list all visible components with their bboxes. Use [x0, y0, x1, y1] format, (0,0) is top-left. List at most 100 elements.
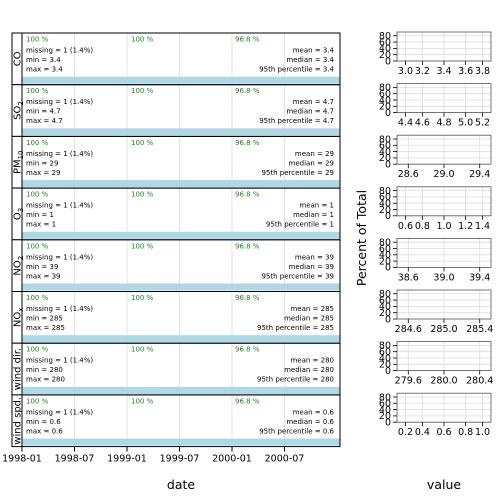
panel-label: PM10	[13, 150, 26, 174]
x-tick-label: 5.2	[475, 118, 490, 129]
year-percent-label: 96.8 %	[235, 191, 260, 199]
x-tick-label: 3.6	[458, 66, 473, 77]
summary-text: mean = 4.7	[293, 98, 334, 106]
stat-text: min = 29	[26, 159, 58, 167]
summary-text: mean = 29	[295, 150, 334, 158]
x-tick-label: 285.0	[430, 324, 457, 335]
summary-text: 95th percentile = 39	[261, 272, 334, 280]
y-tick-label: 20	[379, 411, 391, 422]
y-tick-label: 40	[379, 302, 391, 313]
summary-text: 95th percentile = 285	[257, 324, 334, 332]
summary-text: 95th percentile = 1	[266, 221, 334, 229]
stat-text: max = 39	[26, 272, 60, 280]
data-bar	[22, 335, 340, 343]
x-tick-label: 2000-07	[265, 454, 305, 465]
data-bar	[22, 386, 340, 394]
y-tick-label: 60	[379, 141, 391, 152]
x-tick-label: 4.4	[398, 118, 413, 129]
y-tick-label: 40	[379, 198, 391, 209]
stat-text: missing = 1 (1.4%)	[26, 47, 93, 55]
y-tick-label: 80	[379, 341, 391, 352]
x-tick-label: 5.0	[458, 118, 473, 129]
x-tick-label: 3.0	[398, 66, 413, 77]
x-tick-label: 3.8	[475, 66, 490, 77]
stat-text: max = 280	[26, 376, 65, 384]
panel-label: wind spd.	[13, 397, 24, 445]
y-tick-label: 40	[379, 95, 391, 106]
x-tick-label: 29.0	[433, 169, 454, 180]
year-percent-label: 100 %	[131, 36, 154, 44]
y-tick-label: 60	[379, 89, 391, 100]
summary-text: mean = 280	[290, 357, 334, 365]
summary-text: mean = 0.6	[293, 408, 335, 416]
x-tick-label: 28.6	[398, 169, 419, 180]
y-tick-label: 80	[379, 83, 391, 94]
y-tick-label: 0	[385, 366, 391, 377]
summary-text: 95th percentile = 29	[261, 169, 334, 177]
y-tick-label: 20	[379, 360, 391, 371]
year-percent-label: 96.8 %	[235, 294, 260, 302]
x-tick-label: 285.4	[466, 324, 493, 335]
summary-text: mean = 3.4	[293, 47, 335, 55]
year-percent-label: 96.8 %	[235, 242, 260, 250]
stat-text: missing = 1 (1.4%)	[26, 253, 93, 261]
x-tick-label: 29.4	[469, 169, 490, 180]
year-percent-label: 100 %	[131, 139, 154, 147]
summary-text: median = 3.4	[286, 56, 334, 64]
panel-label: NO2	[13, 256, 26, 276]
x-tick-label: 1.2	[458, 221, 473, 232]
y-tick-label: 0	[385, 314, 391, 325]
stat-text: missing = 1 (1.4%)	[26, 305, 93, 313]
y-tick-label: 60	[379, 295, 391, 306]
data-bar	[22, 180, 340, 188]
panel-label-name: NO	[13, 260, 24, 275]
panel-label-name: PM	[13, 159, 24, 174]
year-percent-label: 100 %	[131, 242, 154, 250]
year-percent-label: 96.8 %	[235, 397, 260, 405]
x-tick-label: 1.0	[436, 221, 451, 232]
summary-text: 95th percentile = 4.7	[259, 117, 334, 125]
x-tick-label: 38.6	[398, 272, 419, 283]
x-tick-label: 0.6	[436, 427, 451, 438]
x-tick-label: 3.2	[415, 66, 430, 77]
year-percent-label: 100 %	[26, 397, 49, 405]
panel-label-subscript: 10	[17, 150, 25, 159]
summary-text: median = 1	[293, 211, 334, 219]
year-percent-label: 100 %	[131, 397, 154, 405]
data-bar	[22, 231, 340, 239]
summary-text: median = 0.6	[286, 418, 334, 426]
summary-text: median = 285	[284, 315, 334, 323]
summary-text: mean = 285	[290, 305, 334, 313]
y-tick-label: 80	[379, 392, 391, 403]
panel-label-subscript: x	[17, 308, 25, 312]
x-tick-label: 0.2	[398, 427, 413, 438]
summary-text: 95th percentile = 280	[257, 376, 334, 384]
summary-text: mean = 39	[295, 253, 334, 261]
year-percent-label: 100 %	[131, 87, 154, 95]
x-tick-label: 3.4	[436, 66, 451, 77]
y-tick-label: 20	[379, 205, 391, 216]
x-tick-label: 2000-01	[212, 454, 252, 465]
y-tick-label: 80	[379, 237, 391, 248]
y-tick-label: 60	[379, 399, 391, 410]
y-tick-label: 20	[379, 256, 391, 267]
data-bar	[22, 76, 340, 84]
y-tick-label: 40	[379, 250, 391, 261]
y-tick-label: 0	[385, 211, 391, 222]
x-tick-label: 1998-07	[55, 454, 95, 465]
y-tick-label: 80	[379, 31, 391, 42]
stat-text: min = 0.6	[26, 418, 61, 426]
summary-text: median = 39	[289, 263, 334, 271]
y-tick-label: 0	[385, 160, 391, 171]
year-percent-label: 100 %	[131, 191, 154, 199]
x-tick-label: 1.4	[475, 221, 490, 232]
y-tick-label: 40	[379, 353, 391, 364]
panel-label: NOx	[13, 308, 26, 328]
stat-text: min = 1	[26, 211, 54, 219]
year-percent-label: 96.8 %	[235, 346, 260, 354]
panel-label-name: CO	[13, 51, 24, 66]
stat-text: max = 285	[26, 324, 65, 332]
stat-text: max = 29	[26, 169, 60, 177]
x-tick-label: 280.0	[430, 376, 457, 387]
year-percent-label: 100 %	[131, 346, 154, 354]
